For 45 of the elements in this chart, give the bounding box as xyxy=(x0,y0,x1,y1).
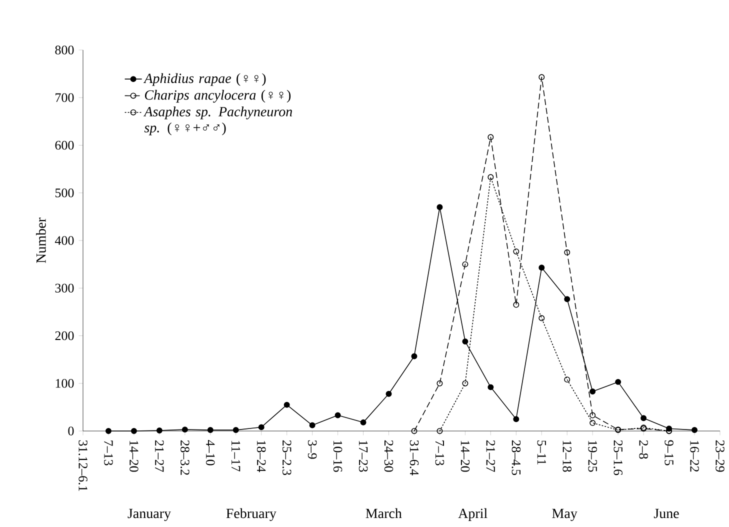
x-tick-label: 23–29 xyxy=(716,440,724,472)
x-tick-label: 9–15 xyxy=(664,440,674,466)
y-tick-label: 600 xyxy=(55,140,74,150)
text: January xyxy=(128,508,171,522)
y-tick-label: 100 xyxy=(56,378,74,388)
x-tick-label: 31–6.4 xyxy=(410,440,419,476)
x-tick-label: 7–13 xyxy=(104,440,113,466)
x-tick-label: 2–8 xyxy=(639,440,648,459)
x-tick-label: 24–30 xyxy=(384,440,394,472)
x-tick-label: 21–27 xyxy=(486,440,495,472)
x-tick-label: 25–1.6 xyxy=(614,440,622,476)
x-tick-label: 7–13 xyxy=(435,440,444,466)
y-tick-label: 300 xyxy=(55,284,74,293)
x-tick-label: 17–23 xyxy=(358,440,368,472)
x-tick-label: 14–20 xyxy=(460,440,470,472)
y-tick-label: 500 xyxy=(55,188,74,198)
x-tick-label: 18–24 xyxy=(256,440,266,472)
legend-label: Asaphes sp. Pachyneuron sp. (♀♀+♂♂) xyxy=(143,106,292,136)
y-tick-label: 200 xyxy=(55,331,74,340)
text: June xyxy=(654,508,679,518)
x-tick-label: 11–17 xyxy=(232,440,240,472)
legend-label: Charips ancylocera (♀♀) xyxy=(144,90,291,103)
x-tick-label: 28–3.2 xyxy=(180,440,190,475)
text: February xyxy=(226,508,276,522)
x-tick-label: 28–4.5 xyxy=(512,440,521,476)
text: March xyxy=(366,508,402,518)
y-tick-label: 800 xyxy=(55,46,74,54)
x-tick-label: 3–9 xyxy=(308,440,317,459)
x-tick-label: 31.12–6.1 xyxy=(78,440,88,491)
text: May xyxy=(552,508,578,522)
x-tick-label: 16–22 xyxy=(690,440,699,472)
x-tick-label: 14–20 xyxy=(130,440,138,472)
x-tick-label: 5–11 xyxy=(537,440,546,465)
y-tick-label: 400 xyxy=(54,236,74,245)
y-axis-title: Number xyxy=(36,218,46,264)
x-tick-label: 19–25 xyxy=(588,440,597,472)
text: April xyxy=(458,508,488,521)
y-tick-label: 0 xyxy=(68,426,74,436)
y-tick-label: 700 xyxy=(56,93,74,102)
x-tick-label: 25–2.3 xyxy=(282,440,292,476)
legend-label: Aphidius rapae (♀♀) xyxy=(143,73,266,86)
x-tick-label: 21–27 xyxy=(155,440,164,472)
x-tick-label: 4–10 xyxy=(206,440,215,466)
x-tick-label: 10–16 xyxy=(333,440,342,472)
x-tick-label: 12–18 xyxy=(562,440,572,472)
